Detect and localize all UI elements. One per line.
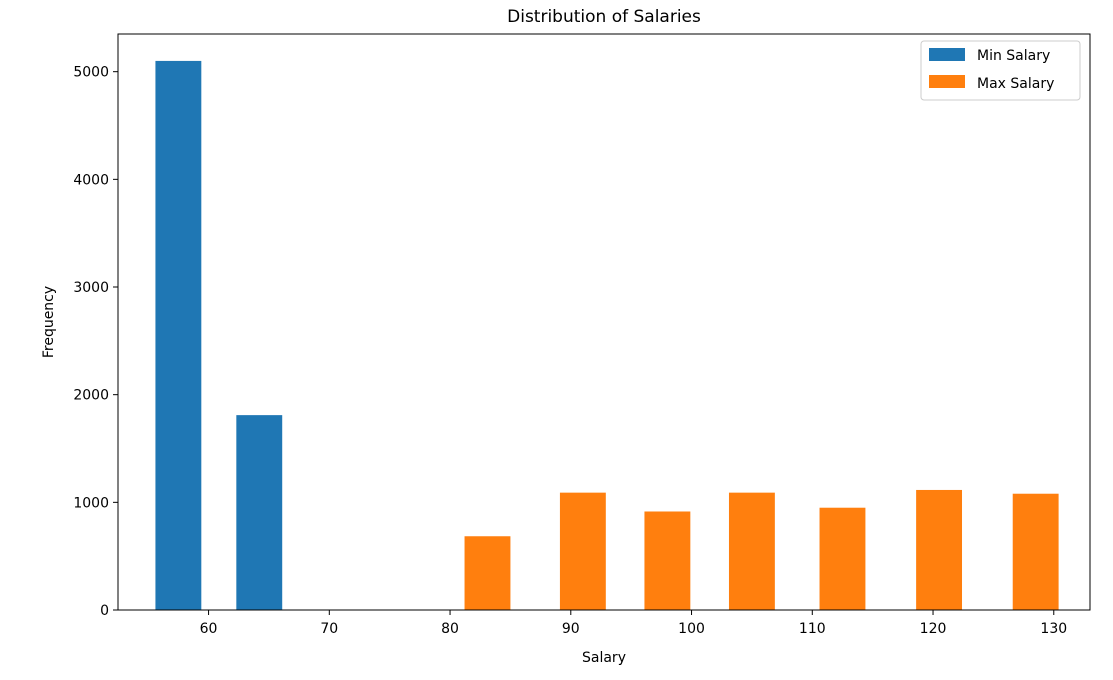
x-tick-label: 100 [678, 621, 705, 637]
y-tick-label: 1000 [73, 495, 109, 511]
x-tick-label: 130 [1040, 621, 1067, 637]
x-tick-label: 90 [562, 621, 580, 637]
x-tick-label: 70 [320, 621, 338, 637]
y-tick-label: 0 [100, 603, 109, 619]
bar-max-salary-4 [728, 492, 775, 610]
bar-max-salary-5 [819, 507, 866, 610]
bar-min-salary-2 [236, 415, 283, 610]
y-tick-label: 3000 [73, 280, 109, 296]
x-axis: 60 70 80 90 100 110 120 130 [200, 610, 1067, 637]
chart-title: Distribution of Salaries [507, 7, 701, 27]
x-tick-label: 80 [441, 621, 459, 637]
x-tick-label: 110 [799, 621, 826, 637]
bar-max-salary-3 [644, 511, 691, 610]
legend: Min Salary Max Salary [920, 40, 1081, 101]
legend-label-min-salary: Min Salary [977, 48, 1050, 64]
x-tick-label: 60 [200, 621, 218, 637]
y-tick-label: 5000 [73, 65, 109, 81]
bars-layer [155, 60, 1059, 610]
legend-label-max-salary: Max Salary [977, 76, 1054, 92]
legend-swatch-max-salary [929, 75, 965, 88]
bar-min-salary-1 [155, 60, 202, 610]
y-axis-label: Frequency [41, 286, 57, 358]
y-tick-label: 4000 [73, 172, 109, 188]
plot-frame [117, 33, 1091, 611]
x-axis-label: Salary [582, 650, 626, 666]
bar-max-salary-7 [1012, 493, 1059, 610]
y-axis: 0 1000 2000 3000 4000 5000 [73, 65, 118, 619]
bar-max-salary-6 [916, 489, 963, 610]
legend-swatch-min-salary [929, 48, 965, 61]
y-tick-label: 2000 [73, 388, 109, 404]
x-tick-label: 120 [920, 621, 947, 637]
bar-max-salary-2 [559, 492, 606, 610]
bar-max-salary-1 [464, 536, 511, 610]
